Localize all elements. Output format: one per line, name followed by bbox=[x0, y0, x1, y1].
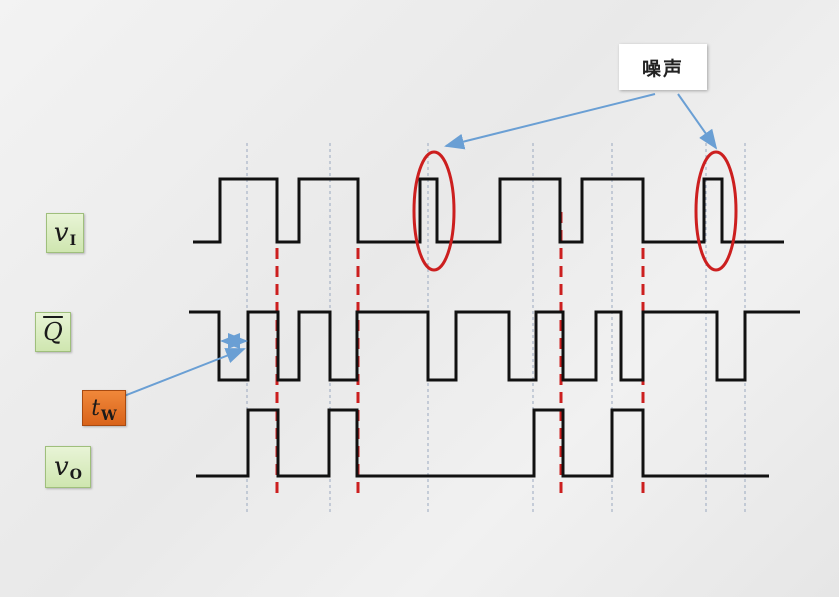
label-tw-main: t bbox=[91, 395, 101, 421]
label-qbar-main: Q bbox=[43, 318, 63, 346]
arrow-icon bbox=[123, 348, 246, 397]
waveform-vo bbox=[196, 408, 769, 478]
label-vo-main: v bbox=[54, 452, 69, 482]
waveform-vi bbox=[193, 177, 784, 244]
trigger-lines bbox=[275, 212, 645, 500]
waveform-qbar bbox=[189, 310, 800, 382]
label-tw-sub: W bbox=[101, 408, 117, 424]
tw-arrows bbox=[123, 333, 248, 397]
label-vo-sub: O bbox=[69, 467, 82, 483]
grid-lines bbox=[246, 143, 746, 515]
noise-callout: 噪声 bbox=[619, 44, 707, 90]
noise-circle-2 bbox=[694, 150, 738, 272]
arrow-icon bbox=[677, 93, 718, 150]
label-vi-sub: I bbox=[69, 233, 77, 249]
noise-arrows bbox=[444, 93, 718, 150]
noise-circle-1 bbox=[412, 150, 456, 272]
label-qbar: Q bbox=[35, 312, 71, 352]
arrow-icon bbox=[444, 93, 656, 150]
label-vi-main: v bbox=[53, 218, 69, 248]
